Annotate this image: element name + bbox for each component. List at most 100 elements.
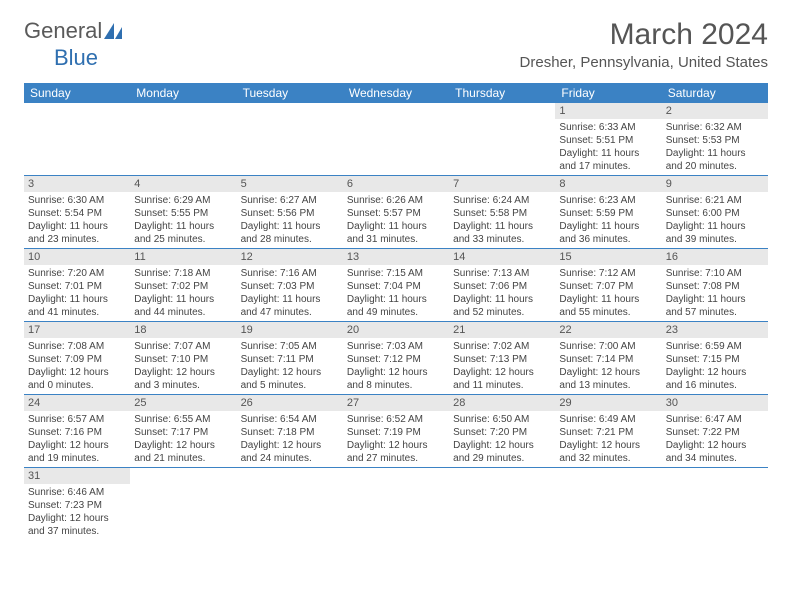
day-header-cell: Thursday: [449, 83, 555, 103]
day-number: 1: [555, 103, 661, 119]
day-content: Sunrise: 7:16 AMSunset: 7:03 PMDaylight:…: [237, 265, 343, 321]
day-cell: 2Sunrise: 6:32 AMSunset: 5:53 PMDaylight…: [662, 103, 768, 175]
day-cell: 26Sunrise: 6:54 AMSunset: 7:18 PMDayligh…: [237, 395, 343, 467]
day-cell: 29Sunrise: 6:49 AMSunset: 7:21 PMDayligh…: [555, 395, 661, 467]
day-cell: 21Sunrise: 7:02 AMSunset: 7:13 PMDayligh…: [449, 322, 555, 394]
day-number: 14: [449, 249, 555, 265]
day-content: Sunrise: 6:52 AMSunset: 7:19 PMDaylight:…: [343, 411, 449, 467]
day-cell: 24Sunrise: 6:57 AMSunset: 7:16 PMDayligh…: [24, 395, 130, 467]
header: GeneralBlue March 2024 Dresher, Pennsylv…: [0, 0, 792, 77]
day-content: Sunrise: 6:55 AMSunset: 7:17 PMDaylight:…: [130, 411, 236, 467]
day-cell: [449, 103, 555, 175]
day-content: Sunrise: 6:47 AMSunset: 7:22 PMDaylight:…: [662, 411, 768, 467]
day-content: Sunrise: 6:27 AMSunset: 5:56 PMDaylight:…: [237, 192, 343, 248]
day-cell: 1Sunrise: 6:33 AMSunset: 5:51 PMDaylight…: [555, 103, 661, 175]
day-number: 11: [130, 249, 236, 265]
logo-text-dark: General: [24, 18, 102, 43]
day-cell: [130, 468, 236, 540]
day-content: Sunrise: 7:08 AMSunset: 7:09 PMDaylight:…: [24, 338, 130, 394]
day-number: 12: [237, 249, 343, 265]
day-content: Sunrise: 7:07 AMSunset: 7:10 PMDaylight:…: [130, 338, 236, 394]
day-cell: 12Sunrise: 7:16 AMSunset: 7:03 PMDayligh…: [237, 249, 343, 321]
day-number: 17: [24, 322, 130, 338]
title-block: March 2024 Dresher, Pennsylvania, United…: [520, 18, 768, 71]
day-cell: 31Sunrise: 6:46 AMSunset: 7:23 PMDayligh…: [24, 468, 130, 540]
day-content: Sunrise: 7:12 AMSunset: 7:07 PMDaylight:…: [555, 265, 661, 321]
day-cell: 4Sunrise: 6:29 AMSunset: 5:55 PMDaylight…: [130, 176, 236, 248]
day-content: Sunrise: 6:30 AMSunset: 5:54 PMDaylight:…: [24, 192, 130, 248]
week-row: 24Sunrise: 6:57 AMSunset: 7:16 PMDayligh…: [24, 395, 768, 468]
day-cell: 20Sunrise: 7:03 AMSunset: 7:12 PMDayligh…: [343, 322, 449, 394]
day-number: 31: [24, 468, 130, 484]
day-content: Sunrise: 6:32 AMSunset: 5:53 PMDaylight:…: [662, 119, 768, 175]
day-content: Sunrise: 6:29 AMSunset: 5:55 PMDaylight:…: [130, 192, 236, 248]
day-cell: 25Sunrise: 6:55 AMSunset: 7:17 PMDayligh…: [130, 395, 236, 467]
day-cell: [237, 468, 343, 540]
day-number: 22: [555, 322, 661, 338]
day-content: Sunrise: 7:18 AMSunset: 7:02 PMDaylight:…: [130, 265, 236, 321]
day-content: Sunrise: 6:59 AMSunset: 7:15 PMDaylight:…: [662, 338, 768, 394]
day-number: 18: [130, 322, 236, 338]
logo-text: GeneralBlue: [24, 18, 124, 71]
month-title: March 2024: [520, 18, 768, 52]
day-content: Sunrise: 6:54 AMSunset: 7:18 PMDaylight:…: [237, 411, 343, 467]
day-content: Sunrise: 7:15 AMSunset: 7:04 PMDaylight:…: [343, 265, 449, 321]
day-content: Sunrise: 6:46 AMSunset: 7:23 PMDaylight:…: [24, 484, 130, 540]
week-row: 3Sunrise: 6:30 AMSunset: 5:54 PMDaylight…: [24, 176, 768, 249]
logo: GeneralBlue: [24, 18, 124, 71]
day-cell: 27Sunrise: 6:52 AMSunset: 7:19 PMDayligh…: [343, 395, 449, 467]
day-number: 15: [555, 249, 661, 265]
week-row: 10Sunrise: 7:20 AMSunset: 7:01 PMDayligh…: [24, 249, 768, 322]
day-cell: 16Sunrise: 7:10 AMSunset: 7:08 PMDayligh…: [662, 249, 768, 321]
day-cell: [130, 103, 236, 175]
day-content: Sunrise: 6:23 AMSunset: 5:59 PMDaylight:…: [555, 192, 661, 248]
day-number: 13: [343, 249, 449, 265]
day-cell: [237, 103, 343, 175]
day-cell: 5Sunrise: 6:27 AMSunset: 5:56 PMDaylight…: [237, 176, 343, 248]
day-cell: 9Sunrise: 6:21 AMSunset: 6:00 PMDaylight…: [662, 176, 768, 248]
day-number: 20: [343, 322, 449, 338]
day-cell: 22Sunrise: 7:00 AMSunset: 7:14 PMDayligh…: [555, 322, 661, 394]
day-content: Sunrise: 7:13 AMSunset: 7:06 PMDaylight:…: [449, 265, 555, 321]
day-number: 16: [662, 249, 768, 265]
day-content: Sunrise: 6:33 AMSunset: 5:51 PMDaylight:…: [555, 119, 661, 175]
day-content: Sunrise: 7:10 AMSunset: 7:08 PMDaylight:…: [662, 265, 768, 321]
day-number: 29: [555, 395, 661, 411]
day-number: 7: [449, 176, 555, 192]
day-cell: 8Sunrise: 6:23 AMSunset: 5:59 PMDaylight…: [555, 176, 661, 248]
day-number: 24: [24, 395, 130, 411]
day-cell: 23Sunrise: 6:59 AMSunset: 7:15 PMDayligh…: [662, 322, 768, 394]
day-content: Sunrise: 6:50 AMSunset: 7:20 PMDaylight:…: [449, 411, 555, 467]
week-row: 17Sunrise: 7:08 AMSunset: 7:09 PMDayligh…: [24, 322, 768, 395]
day-header-cell: Wednesday: [343, 83, 449, 103]
day-cell: 28Sunrise: 6:50 AMSunset: 7:20 PMDayligh…: [449, 395, 555, 467]
day-cell: 6Sunrise: 6:26 AMSunset: 5:57 PMDaylight…: [343, 176, 449, 248]
day-content: Sunrise: 7:00 AMSunset: 7:14 PMDaylight:…: [555, 338, 661, 394]
day-content: Sunrise: 6:24 AMSunset: 5:58 PMDaylight:…: [449, 192, 555, 248]
day-content: Sunrise: 7:03 AMSunset: 7:12 PMDaylight:…: [343, 338, 449, 394]
day-cell: [662, 468, 768, 540]
day-cell: 30Sunrise: 6:47 AMSunset: 7:22 PMDayligh…: [662, 395, 768, 467]
day-header-cell: Friday: [555, 83, 661, 103]
day-content: Sunrise: 7:02 AMSunset: 7:13 PMDaylight:…: [449, 338, 555, 394]
day-cell: [449, 468, 555, 540]
day-content: Sunrise: 7:20 AMSunset: 7:01 PMDaylight:…: [24, 265, 130, 321]
day-cell: 13Sunrise: 7:15 AMSunset: 7:04 PMDayligh…: [343, 249, 449, 321]
day-cell: [555, 468, 661, 540]
day-number: 23: [662, 322, 768, 338]
day-cell: [343, 468, 449, 540]
day-number: 21: [449, 322, 555, 338]
day-content: Sunrise: 6:21 AMSunset: 6:00 PMDaylight:…: [662, 192, 768, 248]
day-number: 28: [449, 395, 555, 411]
day-cell: 17Sunrise: 7:08 AMSunset: 7:09 PMDayligh…: [24, 322, 130, 394]
day-number: 25: [130, 395, 236, 411]
day-content: Sunrise: 6:26 AMSunset: 5:57 PMDaylight:…: [343, 192, 449, 248]
day-header-cell: Sunday: [24, 83, 130, 103]
day-cell: 11Sunrise: 7:18 AMSunset: 7:02 PMDayligh…: [130, 249, 236, 321]
day-number: 5: [237, 176, 343, 192]
sail-icon: [104, 19, 124, 45]
day-cell: 7Sunrise: 6:24 AMSunset: 5:58 PMDaylight…: [449, 176, 555, 248]
day-number: 4: [130, 176, 236, 192]
week-row: 31Sunrise: 6:46 AMSunset: 7:23 PMDayligh…: [24, 468, 768, 540]
day-number: 26: [237, 395, 343, 411]
